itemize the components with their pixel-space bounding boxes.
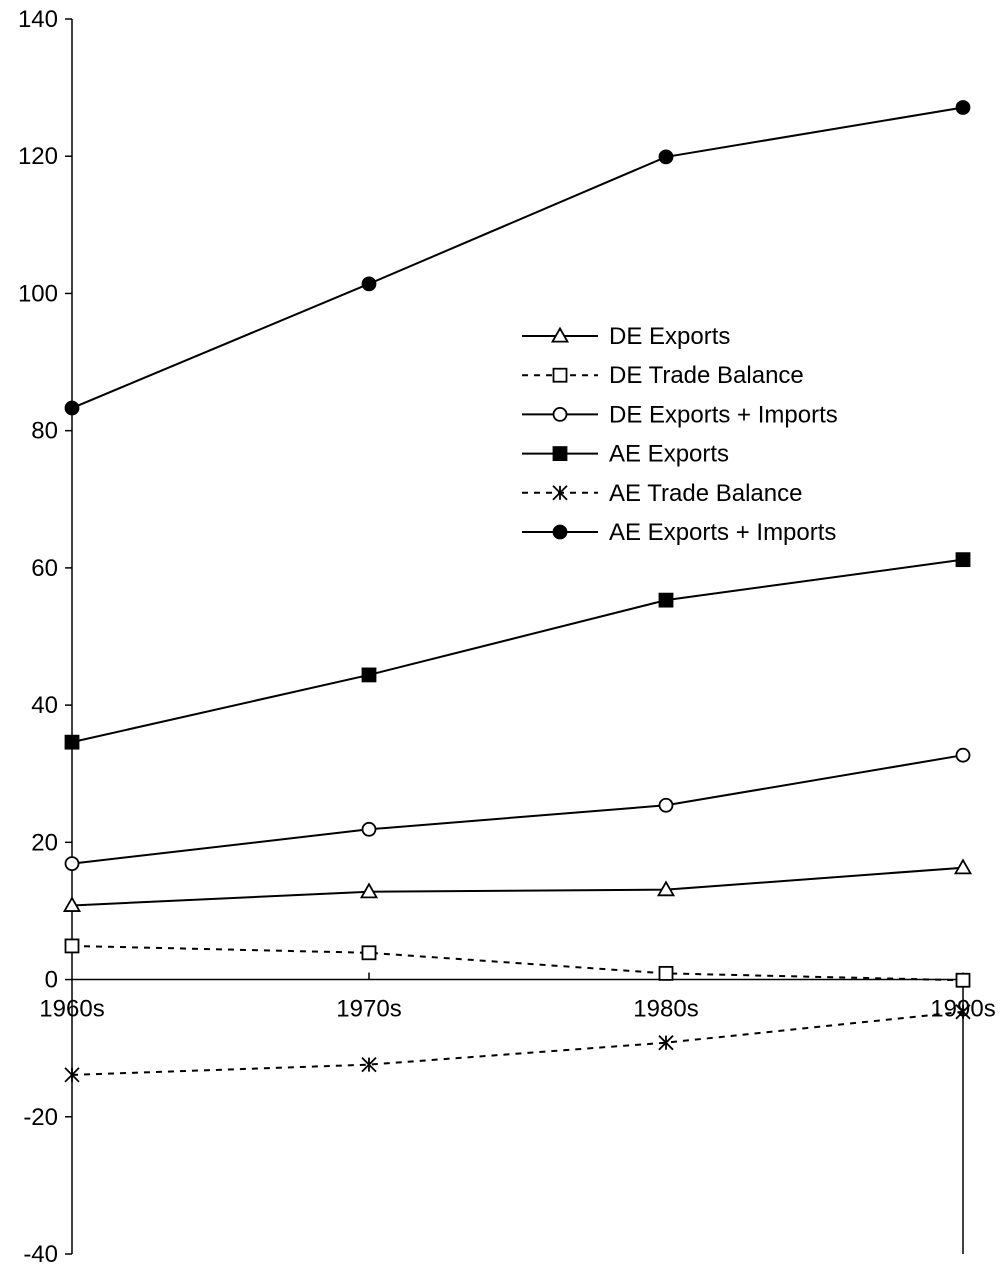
y-tick-label: 80: [31, 418, 58, 445]
series-line-de-trade-balance: [71, 944, 964, 982]
data-point-ae-trade-balance: [361, 1056, 377, 1073]
data-point-ae-exports-imports: [361, 276, 377, 292]
legend-label: DE Trade Balance: [609, 362, 804, 389]
legend-item-de-trade-balance: DE Trade Balance: [522, 362, 804, 389]
legend-item-de-exports: DE Exports: [522, 323, 730, 350]
data-point-ae-trade-balance: [955, 1004, 971, 1020]
legend-item-de-exports-imports: DE Exports + Imports: [522, 401, 838, 428]
x-tick-label: 1960s: [39, 996, 104, 1023]
data-point-ae-exports-imports: [64, 400, 80, 416]
data-point-ae-exports: [361, 667, 377, 683]
data-point-de-exports-imports: [64, 856, 80, 872]
data-point-ae-exports: [64, 734, 80, 750]
legend-marker: [550, 326, 570, 343]
legend-label: AE Exports: [609, 441, 729, 468]
series-ae-exports-imports: [64, 100, 971, 416]
y-tick-label: 140: [18, 6, 58, 33]
data-point-de-trade-balance: [64, 938, 80, 954]
legend-item-ae-trade-balance: AE Trade Balance: [522, 480, 802, 507]
data-point-de-exports-imports: [955, 747, 971, 763]
series-line-ae-trade-balance: [71, 1010, 964, 1076]
data-point-de-exports: [656, 880, 676, 897]
series-de-trade-balance: [64, 938, 971, 988]
legend-label: DE Exports: [609, 323, 730, 350]
data-point-de-trade-balance: [658, 965, 674, 981]
y-tick-label: 20: [31, 829, 58, 856]
series-group: [62, 100, 973, 1083]
legend: DE Exports DE Trade Balance DE Exports + I…: [522, 323, 838, 546]
legend-marker: [552, 367, 568, 383]
legend-item-ae-exports: AE Exports: [522, 441, 729, 468]
data-point-de-trade-balance: [955, 972, 971, 988]
data-point-de-exports: [359, 882, 379, 899]
legend-marker: [552, 406, 568, 422]
y-tick-label: 40: [31, 692, 58, 719]
data-point-de-trade-balance: [361, 945, 377, 961]
data-point-ae-exports-imports: [955, 100, 971, 115]
series-line-de-exports: [71, 866, 964, 907]
data-point-de-exports: [953, 858, 973, 875]
series-line-de-exports-imports: [71, 754, 964, 865]
data-point-de-exports: [62, 896, 82, 912]
y-tick-label: -40: [23, 1241, 58, 1268]
legend-label: AE Trade Balance: [609, 480, 802, 507]
x-tick-label: 1970s: [336, 996, 401, 1023]
series-line-ae-exports: [71, 558, 964, 744]
legend-label: AE Exports + Imports: [609, 519, 836, 546]
legend-label: DE Exports + Imports: [609, 401, 838, 428]
legend-marker: [552, 524, 568, 540]
legend-item-ae-exports-imports: AE Exports + Imports: [522, 519, 836, 546]
data-point-ae-exports: [955, 552, 971, 568]
axes: -40-200204060801001201401960s1970s1980s1…: [18, 6, 996, 1268]
data-point-ae-trade-balance: [658, 1035, 674, 1051]
series-de-exports-imports: [64, 747, 971, 872]
data-point-ae-exports-imports: [658, 149, 674, 165]
data-point-de-exports-imports: [658, 797, 674, 813]
y-tick-label: 120: [18, 143, 58, 170]
x-tick-label: 1980s: [633, 996, 698, 1023]
y-tick-label: 0: [45, 967, 58, 994]
y-tick-label: 100: [18, 280, 58, 307]
series-line-ae-exports-imports: [71, 106, 964, 409]
y-tick-label: -20: [23, 1104, 58, 1131]
series-de-exports: [62, 858, 973, 912]
data-point-ae-exports: [658, 592, 674, 608]
data-point-ae-trade-balance: [64, 1067, 80, 1083]
y-tick-label: 60: [31, 555, 58, 582]
legend-marker: [552, 446, 568, 462]
series-ae-exports: [64, 552, 971, 750]
data-point-de-exports-imports: [361, 821, 377, 837]
series-ae-trade-balance: [64, 1004, 971, 1083]
legend-marker: [552, 485, 568, 501]
